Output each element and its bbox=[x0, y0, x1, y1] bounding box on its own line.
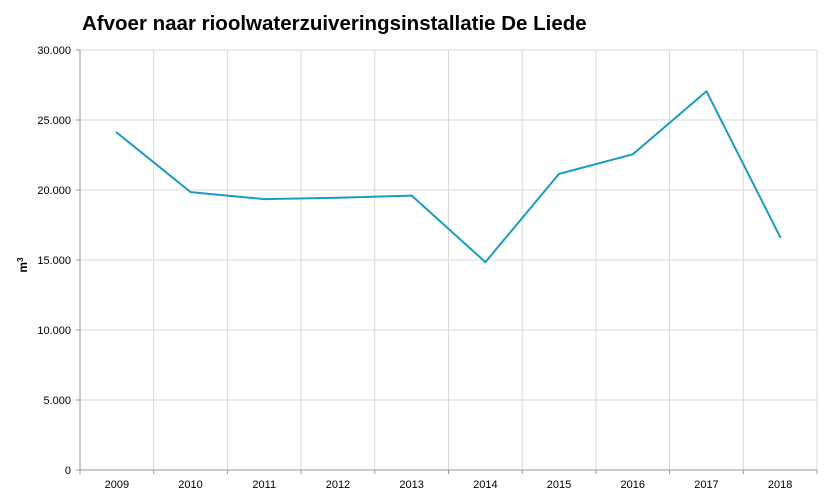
data-point bbox=[484, 261, 487, 264]
x-tick-label: 2016 bbox=[621, 479, 645, 491]
x-tick-label: 2014 bbox=[473, 479, 497, 491]
data-point bbox=[336, 196, 339, 199]
series-layer bbox=[115, 90, 782, 264]
data-point bbox=[263, 198, 266, 201]
data-point bbox=[705, 90, 708, 93]
series-line bbox=[115, 90, 782, 264]
data-point bbox=[631, 153, 634, 156]
x-tick-label: 2012 bbox=[326, 479, 350, 491]
data-point bbox=[779, 235, 782, 238]
x-tick-label: 2018 bbox=[768, 479, 792, 491]
y-axis-label-superscript: 3 bbox=[16, 257, 25, 262]
y-axis-label: m3 bbox=[16, 257, 30, 273]
tick-labels: 0 5.000 10.000 15.000 20.000 25.000 30.000 2009… bbox=[37, 45, 792, 491]
x-tick-label: 2010 bbox=[178, 479, 202, 491]
y-tick-label: 20.000 bbox=[37, 185, 71, 197]
y-tick-label: 5.000 bbox=[43, 395, 71, 407]
data-point bbox=[189, 191, 192, 194]
y-tick-label: 15.000 bbox=[37, 255, 71, 267]
x-tick-label: 2015 bbox=[547, 479, 571, 491]
x-tick-label: 2011 bbox=[252, 479, 276, 491]
chart-title: Afvoer naar rioolwaterzuiveringsinstalla… bbox=[82, 12, 587, 35]
x-tick-label: 2009 bbox=[105, 479, 129, 491]
y-tick-label: 0 bbox=[65, 465, 71, 477]
gridlines bbox=[80, 49, 818, 470]
data-point bbox=[558, 172, 561, 175]
x-tick-label: 2013 bbox=[399, 479, 423, 491]
axes bbox=[76, 49, 818, 474]
x-tick-label: 2017 bbox=[694, 479, 718, 491]
y-tick-label: 10.000 bbox=[37, 325, 71, 337]
y-tick-label: 25.000 bbox=[37, 115, 71, 127]
data-point bbox=[115, 131, 118, 134]
y-axis-label-unit: m bbox=[16, 262, 30, 273]
y-tick-label: 30.000 bbox=[37, 45, 71, 57]
data-point bbox=[410, 194, 413, 197]
